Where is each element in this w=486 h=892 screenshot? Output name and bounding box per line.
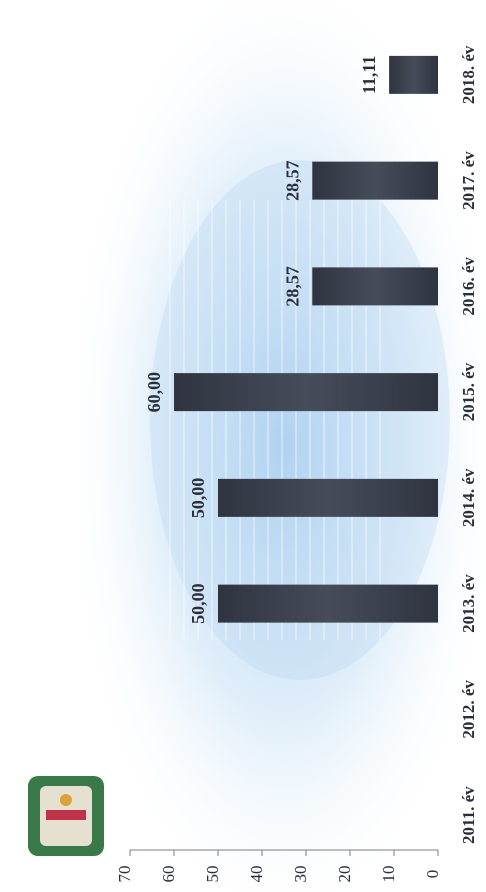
category-label: 2012. év	[459, 680, 478, 739]
bar	[312, 161, 438, 200]
value-tick-label: 50	[203, 866, 222, 883]
value-tick-label: 40	[247, 866, 266, 883]
value-tick-label: 70	[115, 866, 134, 883]
data-label: 60,00	[144, 372, 164, 413]
data-label: 11,11	[359, 56, 379, 95]
category-label: 2017. év	[459, 151, 478, 210]
background-glow	[80, 0, 486, 892]
data-label: 28,57	[282, 160, 302, 201]
bar	[218, 584, 438, 623]
value-axis: 0 10 20 30 40 50 60 70	[115, 849, 442, 883]
bar	[312, 267, 438, 306]
category-label: 2011. év	[459, 786, 478, 844]
crest-logo	[28, 776, 104, 856]
value-tick-label: 0	[423, 870, 442, 879]
bar	[389, 55, 438, 94]
value-tick-label: 10	[379, 866, 398, 883]
value-tick-label: 20	[335, 866, 354, 883]
labels: 2011. év 2012. év 2013. év 2014. év 2015. év…	[144, 45, 478, 844]
value-tick-label: 30	[291, 866, 310, 883]
category-label: 2016. év	[459, 257, 478, 316]
value-tick-label: 60	[159, 866, 178, 883]
bars	[174, 55, 438, 623]
crest-emblem	[60, 794, 72, 806]
crest-band	[46, 810, 86, 820]
category-label: 2014. év	[459, 468, 478, 527]
bar	[218, 478, 438, 517]
category-label: 2015. év	[459, 362, 478, 421]
background-building-image	[80, 0, 486, 892]
bar	[174, 373, 438, 412]
category-label: 2018. év	[459, 45, 478, 104]
data-label: 50,00	[188, 583, 208, 624]
data-label: 50,00	[188, 478, 208, 519]
category-label: 2013. év	[459, 574, 478, 633]
data-label: 28,57	[282, 266, 302, 307]
